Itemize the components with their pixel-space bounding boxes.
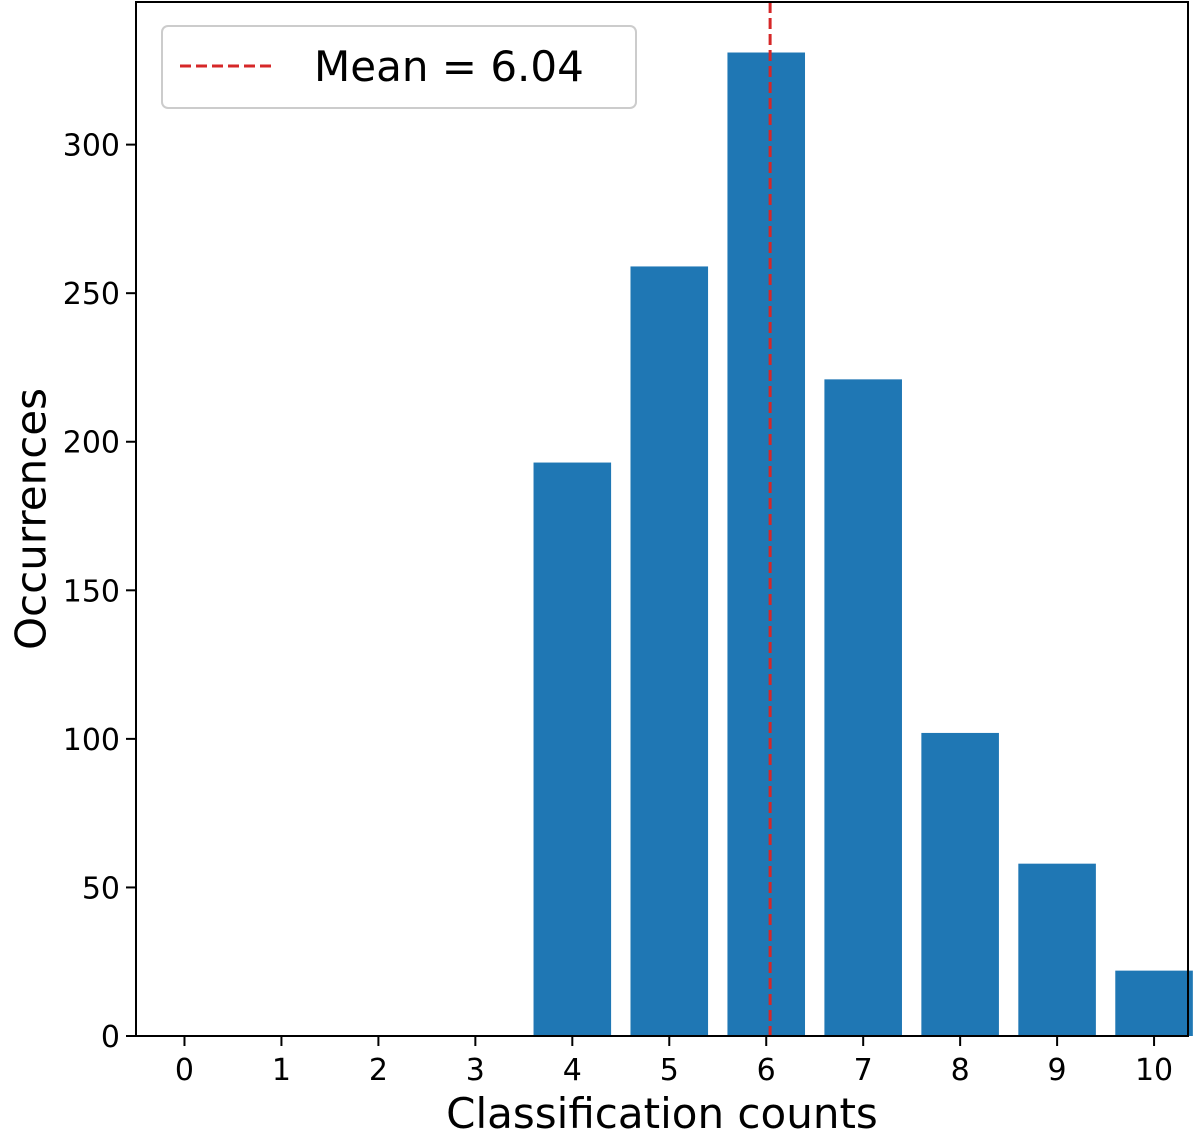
y-axis-label: Occurrences	[7, 388, 56, 650]
bar-10	[1115, 970, 1193, 1036]
y-tick-label-300: 300	[63, 129, 120, 164]
bars-layer	[533, 52, 1193, 1037]
bar-5	[630, 266, 709, 1037]
y-tick-label-200: 200	[63, 426, 120, 461]
x-tick-label-1: 1	[272, 1053, 291, 1088]
y-tick-label-0: 0	[101, 1020, 120, 1055]
y-axis: 0 50 100 150 200 250 300	[63, 129, 136, 1055]
legend: Mean = 6.04	[161, 25, 637, 109]
x-tick-label-2: 2	[369, 1053, 388, 1088]
x-axis-label: Classification counts	[446, 1089, 878, 1134]
x-tick-label-4: 4	[563, 1053, 582, 1088]
x-tick-label-7: 7	[854, 1053, 873, 1088]
x-tick-label-10: 10	[1135, 1053, 1173, 1088]
y-tick-label-100: 100	[63, 723, 120, 758]
bar-8	[921, 732, 999, 1036]
y-tick-label-250: 250	[63, 277, 120, 312]
x-tick-label-6: 6	[757, 1053, 776, 1088]
x-tick-label-8: 8	[951, 1053, 970, 1088]
legend-box	[161, 25, 637, 109]
plot-frame	[135, 1, 1189, 1037]
x-tick-label-5: 5	[660, 1053, 679, 1088]
x-axis: 0 1 2 3 4 5 6 7 8 9 10	[175, 1036, 1173, 1088]
legend-mean-label: Mean = 6.04	[314, 42, 584, 91]
y-tick-label-50: 50	[82, 871, 120, 906]
x-tick-label-0: 0	[175, 1053, 194, 1088]
bar-4	[533, 462, 612, 1036]
bar-7	[824, 379, 902, 1036]
x-tick-label-9: 9	[1048, 1053, 1067, 1088]
bar-9	[1018, 863, 1096, 1036]
bar-6	[727, 52, 806, 1037]
x-tick-label-3: 3	[466, 1053, 485, 1088]
y-tick-label-150: 150	[63, 574, 120, 609]
